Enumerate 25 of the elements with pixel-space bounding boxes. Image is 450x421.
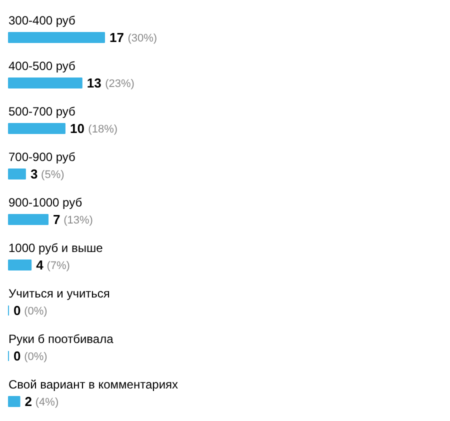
y-tick-label: Учиться и учиться	[8, 286, 110, 300]
data-label: 0 (0%)	[14, 348, 48, 364]
y-tick-label: 400-500 руб	[8, 59, 76, 73]
bar	[8, 396, 20, 407]
y-tick-label: Свой вариант в комментариях	[8, 378, 178, 392]
bar	[8, 123, 66, 134]
data-label: 7 (13%)	[53, 212, 93, 227]
bar	[8, 260, 32, 270]
bar	[8, 214, 49, 225]
data-label: 2 (4%)	[24, 394, 59, 409]
data-label: 3 (5%)	[30, 166, 64, 182]
data-label: 0 (0%)	[14, 303, 48, 318]
y-tick-label: Руки б поотбивала	[8, 332, 114, 346]
data-label: 10 (18%)	[70, 121, 118, 136]
bar	[8, 32, 105, 43]
data-label: 13 (23%)	[86, 76, 134, 90]
data-label: 4 (7%)	[36, 258, 70, 272]
y-tick-label: 700-900 руб	[8, 150, 76, 164]
bar	[8, 168, 26, 180]
bar	[8, 78, 82, 88]
y-tick-label: 900-1000 руб	[8, 196, 82, 210]
y-tick-label: 500-700 руб	[8, 104, 76, 118]
data-label: 17 (30%)	[110, 30, 158, 45]
y-tick-label: 300-400 руб	[8, 14, 76, 28]
y-tick-label: 1000 руб и выше	[8, 241, 104, 255]
